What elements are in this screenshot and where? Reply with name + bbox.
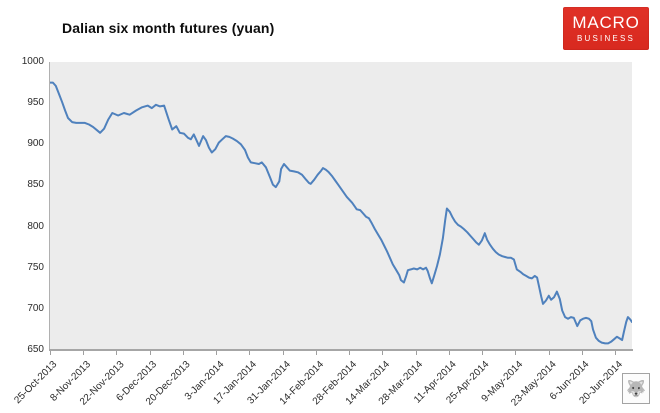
y-tick-label: 800 (27, 220, 44, 232)
y-tick-label: 850 (27, 179, 44, 191)
x-tick-mark (349, 351, 351, 355)
wolf-icon: 🐺 (626, 380, 646, 398)
y-tick-label: 750 (27, 261, 44, 273)
y-tick-label: 650 (27, 344, 44, 355)
chart-title: Dalian six month futures (yuan) (62, 20, 275, 36)
y-tick-label: 900 (27, 138, 44, 150)
logo-text-business: BUSINESS (576, 34, 636, 43)
x-tick-mark (83, 351, 85, 355)
y-tick-label: 1000 (21, 56, 44, 67)
x-tick-mark (382, 351, 384, 355)
x-tick-mark (482, 351, 484, 355)
x-tick-mark (216, 351, 218, 355)
x-tick-mark (581, 351, 583, 355)
x-tick-mark (50, 351, 51, 355)
y-tick-label: 700 (27, 302, 44, 314)
y-tick-label: 950 (27, 97, 44, 109)
y-axis-line (49, 62, 50, 350)
x-tick-mark (548, 351, 550, 355)
wolf-watermark-box: 🐺 (622, 373, 650, 404)
x-tick-mark (315, 351, 317, 355)
x-axis-line (49, 349, 633, 351)
x-tick-mark (149, 351, 151, 355)
x-tick-mark (448, 351, 450, 355)
x-tick-mark (515, 351, 517, 355)
logo-text-macro: MACRO (572, 13, 640, 32)
futures-line-chart (50, 81, 632, 345)
x-tick-mark (116, 351, 118, 355)
x-tick-mark (249, 351, 251, 355)
plot-area (50, 62, 632, 350)
x-tick-mark (614, 351, 616, 355)
x-tick-mark (182, 351, 184, 355)
x-tick-mark (415, 351, 417, 355)
x-tick-mark (282, 351, 284, 355)
price-line-series (50, 81, 632, 345)
macrobusiness-logo: MACRO BUSINESS (563, 7, 649, 50)
